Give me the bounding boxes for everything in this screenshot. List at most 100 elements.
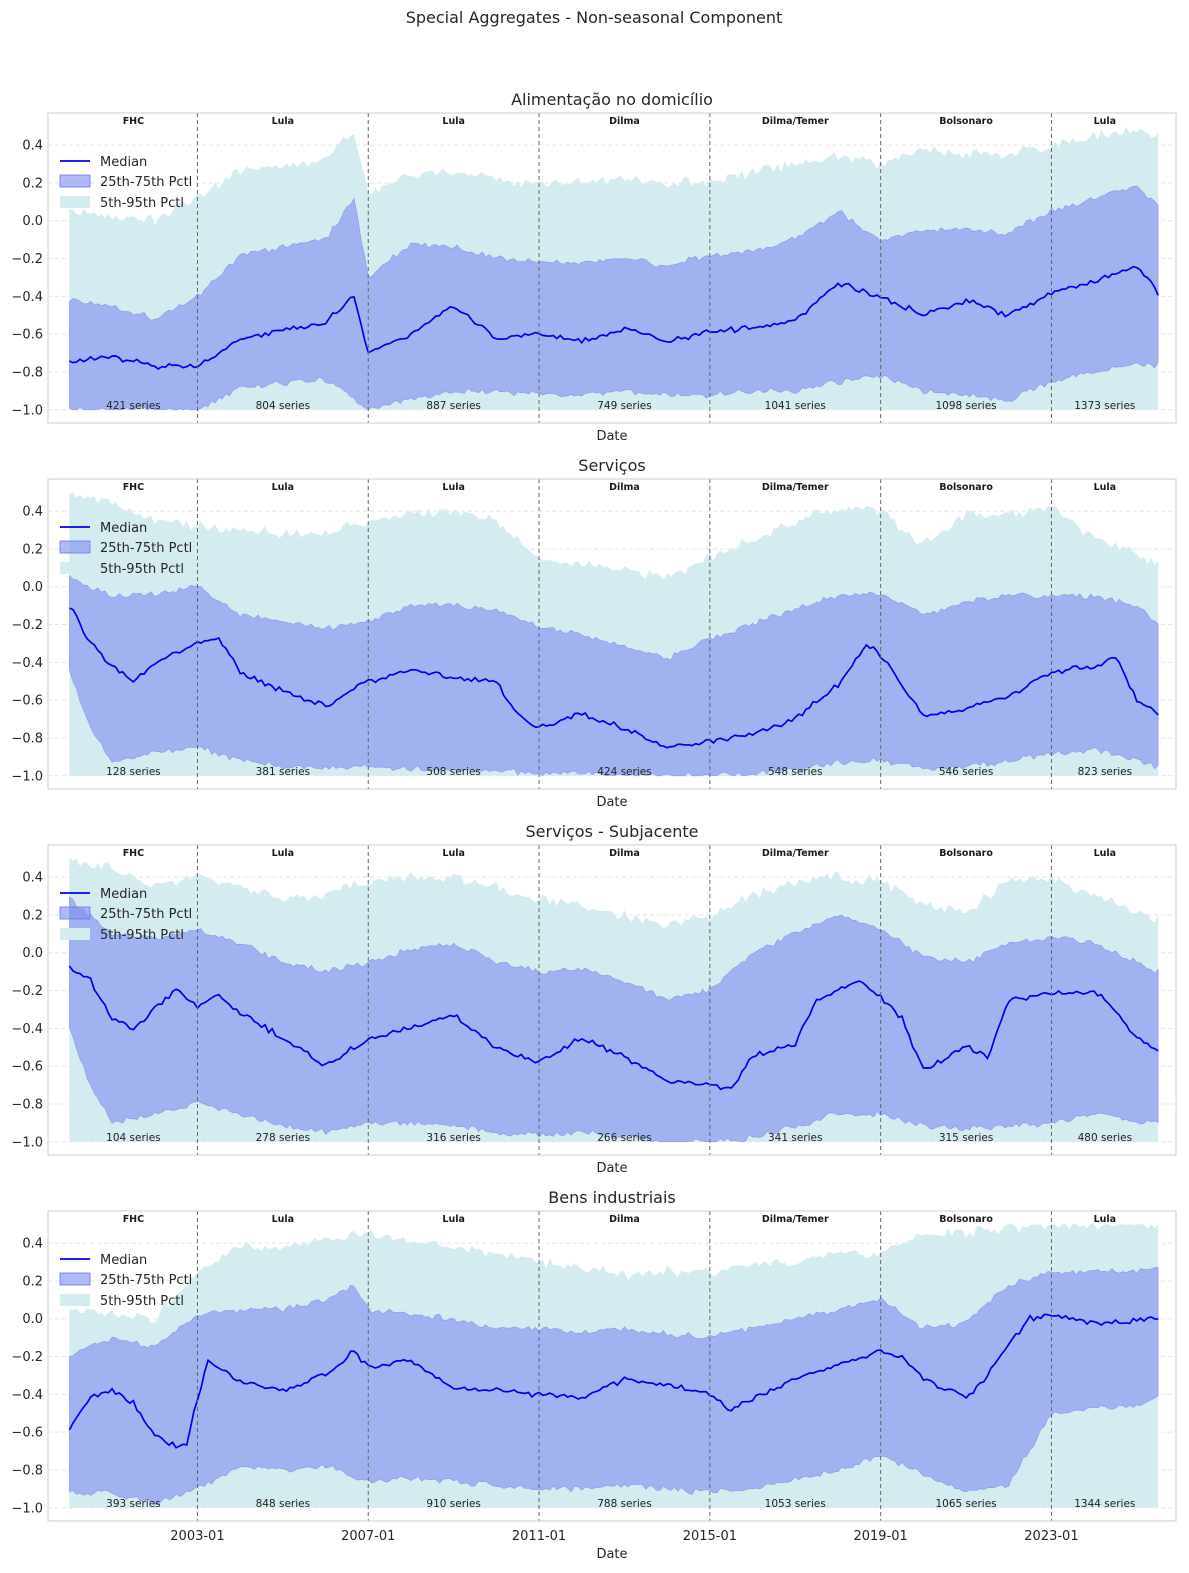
x-tick-label: 2023-01 — [1024, 1529, 1078, 1544]
band-25th-75th — [69, 1266, 1159, 1506]
period-series-count: 823 series — [1078, 766, 1132, 778]
y-tick-label: −0.6 — [11, 1426, 43, 1441]
y-tick-label: −1.0 — [11, 1135, 43, 1150]
period-series-count: 393 series — [106, 1498, 160, 1510]
period-series-count: 315 series — [939, 1132, 993, 1144]
period-series-count: 1373 series — [1074, 400, 1135, 412]
y-tick-label: −0.8 — [11, 365, 43, 380]
period-series-count: 421 series — [106, 400, 160, 412]
y-tick-label: −0.4 — [11, 1388, 43, 1403]
x-tick-label: 2011-01 — [512, 1529, 566, 1544]
panel-4: Bens industriais −1.0 −0.8 −0.6 −0.4 −0.2 0.0 0… — [11, 1188, 1177, 1562]
period-label: Bolsonaro — [939, 482, 993, 493]
legend-iqr-label: 25th-75th Pctl — [100, 1273, 192, 1288]
y-tick-label: −0.6 — [11, 328, 43, 343]
period-label: Dilma — [609, 1214, 640, 1225]
period-series-count: 910 series — [426, 1498, 480, 1510]
legend-median-label: Median — [100, 521, 147, 536]
y-tick-label: 0.0 — [22, 946, 43, 961]
period-label: FHC — [123, 848, 144, 859]
period-label: Lula — [442, 848, 464, 859]
y-tick-label: −1.0 — [11, 769, 43, 784]
y-tick-label: 0.2 — [22, 908, 43, 923]
period-series-count: 848 series — [256, 1498, 310, 1510]
legend-90-label: 5th-95th Pctl — [100, 196, 184, 211]
legend-iqr-label: 25th-75th Pctl — [100, 907, 192, 922]
period-series-count: 480 series — [1078, 1132, 1132, 1144]
y-tick-label: 0.2 — [22, 1274, 43, 1289]
period-series-count: 1041 series — [765, 400, 826, 412]
period-label: FHC — [123, 1214, 144, 1225]
period-label: Bolsonaro — [939, 1214, 993, 1225]
y-tick-label: −0.8 — [11, 1097, 43, 1112]
panel-1: Alimentação no domicílio −1.0 −0.8 −0.6 −0.4… — [11, 90, 1177, 444]
y-tick-label: 0.0 — [22, 580, 43, 595]
period-label: Lula — [442, 116, 464, 127]
panel-2: Serviços −1.0 −0.8 −0.6 −0.4 −0.2 0.0 0.2 0.4 FHC… — [11, 456, 1177, 810]
plot-frame — [47, 478, 1177, 790]
period-series-count: 128 series — [106, 766, 160, 778]
period-series-count: 788 series — [597, 1498, 651, 1510]
period-series-count: 1098 series — [935, 400, 996, 412]
period-label: Dilma/Temer — [762, 116, 829, 127]
x-axis-label: Date — [596, 1161, 627, 1176]
period-label: Lula — [442, 482, 464, 493]
panel-title: Alimentação no domicílio — [511, 90, 713, 109]
y-tick-label: 0.0 — [22, 214, 43, 229]
period-label: FHC — [123, 482, 144, 493]
y-tick-label: −0.2 — [11, 252, 43, 267]
period-label: Lula — [1094, 848, 1116, 859]
band-25th-75th — [69, 896, 1159, 1143]
band-25th-75th — [69, 185, 1159, 411]
period-label: Lula — [272, 848, 294, 859]
median-line — [68, 1313, 1159, 1449]
period-series-count: 508 series — [426, 766, 480, 778]
period-series-count: 104 series — [106, 1132, 160, 1144]
period-label: Lula — [1094, 116, 1116, 127]
period-series-count: 341 series — [768, 1132, 822, 1144]
x-tick-label: 2003-01 — [170, 1529, 224, 1544]
period-series-count: 381 series — [256, 766, 310, 778]
y-tick-label: 0.4 — [22, 1237, 43, 1252]
x-axis-label: Date — [596, 429, 627, 444]
y-tick-label: −0.2 — [11, 984, 43, 999]
period-label: Dilma/Temer — [762, 482, 829, 493]
y-tick-label: 0.4 — [22, 871, 43, 886]
period-series-count: 278 series — [256, 1132, 310, 1144]
legend-median-label: Median — [100, 1253, 147, 1268]
legend-iqr-swatch — [59, 174, 91, 188]
x-axis-label: Date — [596, 795, 627, 810]
period-label: Lula — [272, 1214, 294, 1225]
y-tick-label: −0.8 — [11, 731, 43, 746]
x-tick-label: 2007-01 — [341, 1529, 395, 1544]
y-tick-label: −0.2 — [11, 1350, 43, 1365]
panel-3: Serviços - Subjacente −1.0 −0.8 −0.6 −0.4 −0.… — [11, 822, 1177, 1176]
figure-title: Special Aggregates - Non-seasonal Compon… — [406, 8, 783, 27]
median-line — [69, 265, 1159, 371]
period-series-count: 749 series — [597, 400, 651, 412]
legend-90-label: 5th-95th Pctl — [100, 562, 184, 577]
y-tick-label: −0.8 — [11, 1463, 43, 1478]
y-tick-label: −1.0 — [11, 403, 43, 418]
y-tick-label: −0.6 — [11, 1060, 43, 1075]
legend-90-label: 5th-95th Pctl — [100, 1294, 184, 1309]
y-tick-label: 0.2 — [22, 176, 43, 191]
x-tick-label: 2015-01 — [683, 1529, 737, 1544]
period-label: Dilma/Temer — [762, 1214, 829, 1225]
period-label: Bolsonaro — [939, 848, 993, 859]
x-axis-label: Date — [596, 1547, 627, 1562]
plot-frame — [47, 112, 1177, 424]
legend-90-swatch — [60, 196, 90, 208]
period-series-count: 1053 series — [765, 1498, 826, 1510]
y-tick-label: 0.4 — [22, 139, 43, 154]
period-label: Dilma/Temer — [762, 848, 829, 859]
period-label: Dilma — [609, 482, 640, 493]
x-tick-label: 2019-01 — [853, 1529, 907, 1544]
period-label: Lula — [442, 1214, 464, 1225]
period-series-count: 266 series — [597, 1132, 651, 1144]
y-tick-label: −1.0 — [11, 1501, 43, 1516]
panel-title: Serviços - Subjacente — [526, 822, 699, 841]
y-tick-label: 0.4 — [22, 505, 43, 520]
